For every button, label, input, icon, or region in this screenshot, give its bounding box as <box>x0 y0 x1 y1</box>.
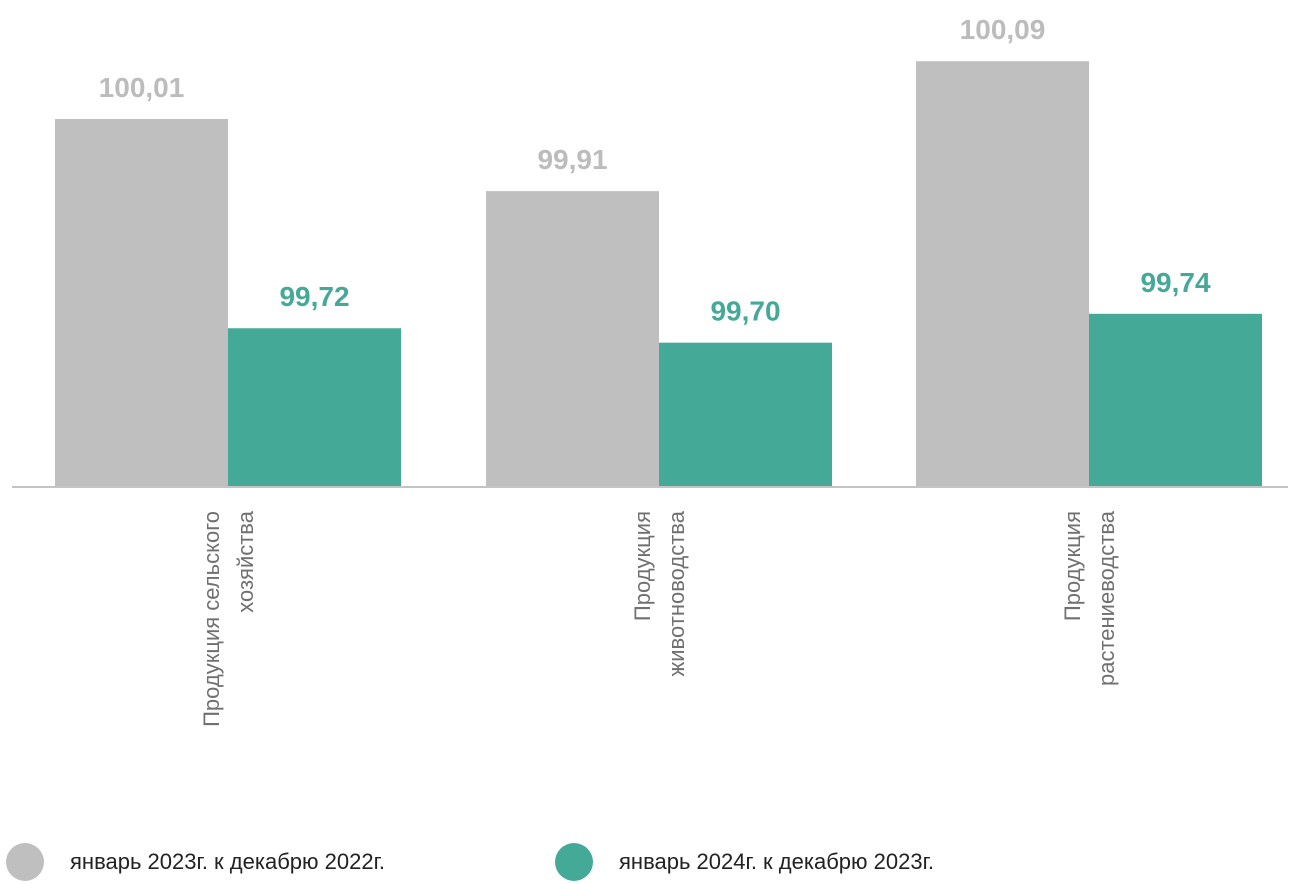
value-label-series1-cat2: 99,91 <box>537 144 607 175</box>
category-label-1-line-1: Продукция сельского <box>199 511 224 727</box>
category-label-2-line-2: животноводства <box>664 510 689 676</box>
bar-series1-cat3 <box>916 61 1089 487</box>
bars-group <box>55 61 1262 487</box>
category-label-3: Продукция растениеводства <box>1060 510 1119 686</box>
legend-item-2024: январь 2024г. к декабрю 2023г. <box>555 840 934 884</box>
value-label-series2-cat1: 99,72 <box>279 281 349 312</box>
category-label-3-line-2: растениеводства <box>1094 510 1119 686</box>
value-label-series2-cat2: 99,70 <box>710 296 780 327</box>
value-label-series2-cat3: 99,74 <box>1140 267 1210 298</box>
category-label-3-line-1: Продукция <box>1060 511 1085 621</box>
legend-swatch-2024 <box>555 843 593 881</box>
value-labels-group: 100,01 99,91 100,09 99,72 99,70 99,74 <box>99 14 1211 326</box>
value-label-series1-cat1: 100,01 <box>99 72 185 103</box>
category-label-2: Продукция животноводства <box>630 510 689 676</box>
bar-series1-cat1 <box>55 118 228 487</box>
category-label-1: Продукция сельского хозяйства <box>199 510 258 727</box>
bar-series1-cat2 <box>486 191 659 487</box>
legend-item-2023: январь 2023г. к декабрю 2022г. <box>6 840 385 884</box>
legend-swatch-2023 <box>6 843 44 881</box>
bar-series2-cat2 <box>659 342 832 487</box>
category-label-2-line-1: Продукция <box>630 511 655 621</box>
category-label-1-line-2: хозяйства <box>233 510 258 613</box>
category-labels-group: Продукция сельского хозяйства Продукция жив… <box>199 510 1119 727</box>
bar-series2-cat3 <box>1089 313 1262 487</box>
bar-series2-cat1 <box>228 328 401 487</box>
legend-label-2023: январь 2023г. к декабрю 2022г. <box>70 849 386 874</box>
legend-label-2024: январь 2024г. к декабрю 2023г. <box>619 849 935 874</box>
value-label-series1-cat3: 100,09 <box>960 14 1046 45</box>
